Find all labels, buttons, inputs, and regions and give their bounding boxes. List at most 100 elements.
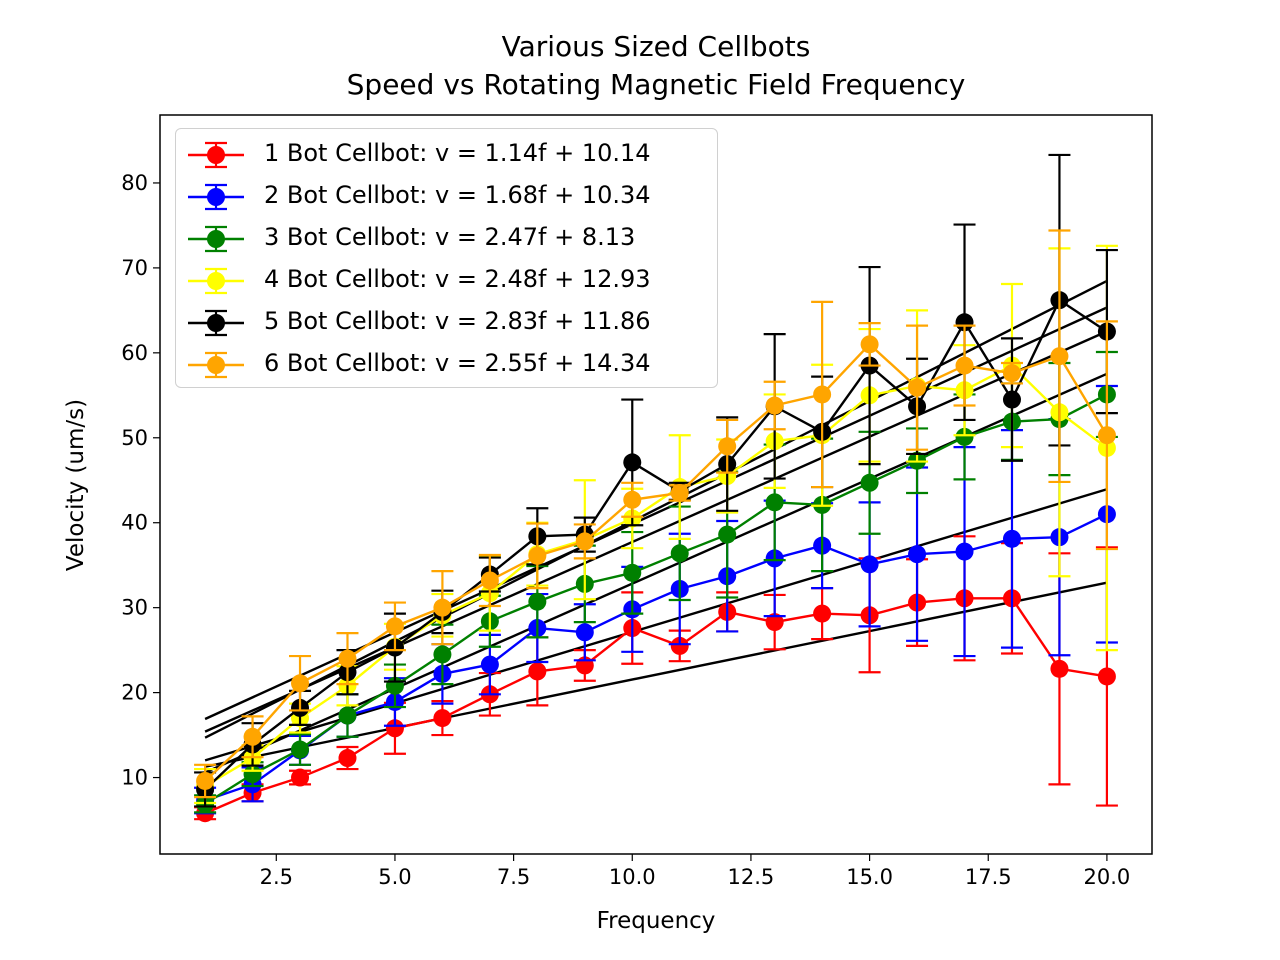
data-point bbox=[860, 335, 879, 354]
data-point bbox=[480, 655, 499, 674]
legend-entry-5-bot: 5 Bot Cellbot: v = 2.83f + 11.86 bbox=[176, 301, 717, 341]
data-point bbox=[955, 427, 974, 446]
legend-dot bbox=[207, 314, 225, 332]
data-point bbox=[670, 483, 689, 502]
legend-marker-3-bot bbox=[188, 225, 244, 253]
data-point bbox=[575, 532, 594, 551]
y-tick-label: 70 bbox=[121, 256, 148, 280]
plot-area-frame bbox=[159, 114, 1153, 855]
data-series bbox=[194, 535, 1118, 823]
legend-label-2-bot: 2 Bot Cellbot: v = 1.68f + 10.34 bbox=[264, 181, 651, 209]
x-tick-label: 20.0 bbox=[1084, 865, 1131, 889]
data-point bbox=[291, 674, 310, 693]
x-tick-label: 17.5 bbox=[965, 865, 1012, 889]
data-point bbox=[908, 378, 927, 397]
data-series bbox=[194, 350, 1118, 814]
legend-entry-1-bot: 1 Bot Cellbot: v = 1.14f + 10.14 bbox=[176, 133, 717, 173]
series-line bbox=[204, 364, 1108, 788]
data-point bbox=[718, 437, 737, 456]
data-point bbox=[291, 740, 310, 759]
data-point bbox=[1002, 390, 1021, 409]
y-tick-label: 40 bbox=[121, 511, 148, 535]
data-point bbox=[1097, 667, 1116, 686]
legend-marker-6-bot bbox=[188, 351, 244, 379]
legend-dot bbox=[207, 146, 225, 164]
data-point bbox=[243, 765, 262, 784]
legend-label-5-bot: 5 Bot Cellbot: v = 2.83f + 11.86 bbox=[264, 307, 651, 335]
data-point bbox=[528, 592, 547, 611]
legend-marker-5-bot bbox=[188, 309, 244, 337]
data-point bbox=[623, 490, 642, 509]
x-axis-label: Frequency bbox=[596, 908, 716, 934]
data-point bbox=[1050, 659, 1069, 678]
legend-dot bbox=[207, 356, 225, 374]
x-tick-label: 7.5 bbox=[497, 865, 530, 889]
plot-series bbox=[194, 153, 1118, 823]
y-tick-label: 50 bbox=[121, 426, 148, 450]
legend-entry-4-bot: 4 Bot Cellbot: v = 2.48f + 12.93 bbox=[176, 259, 717, 299]
legend-marker-2-bot bbox=[188, 183, 244, 211]
legend-marker-4-bot bbox=[188, 267, 244, 295]
legend-entry-2-bot: 2 Bot Cellbot: v = 1.68f + 10.34 bbox=[176, 175, 717, 215]
data-point bbox=[338, 749, 357, 768]
data-point bbox=[955, 356, 974, 375]
legend-entry-3-bot: 3 Bot Cellbot: v = 2.47f + 8.13 bbox=[176, 217, 717, 257]
legend-dot bbox=[207, 230, 225, 248]
data-point bbox=[196, 771, 215, 790]
fit-line bbox=[204, 330, 1108, 733]
y-tick-label: 10 bbox=[121, 766, 148, 790]
legend-dot bbox=[207, 272, 225, 290]
data-point bbox=[385, 617, 404, 636]
data-point bbox=[480, 571, 499, 590]
chart-title: Various Sized Cellbots bbox=[501, 30, 811, 63]
data-point bbox=[813, 604, 832, 623]
y-axis-label: Velocity (um/s) bbox=[63, 398, 89, 572]
chart-legend: 1 Bot Cellbot: v = 1.14f + 10.14 2 Bot C… bbox=[175, 128, 718, 388]
data-point bbox=[385, 719, 404, 738]
data-point bbox=[433, 709, 452, 728]
x-tick-label: 2.5 bbox=[260, 865, 293, 889]
y-tick-label: 60 bbox=[121, 341, 148, 365]
data-point bbox=[670, 544, 689, 563]
data-point bbox=[291, 768, 310, 787]
data-point bbox=[243, 727, 262, 746]
data-point bbox=[765, 396, 784, 415]
x-tick-label: 12.5 bbox=[728, 865, 775, 889]
data-point bbox=[575, 623, 594, 642]
y-tick-label: 80 bbox=[121, 171, 148, 195]
y-tick-label: 20 bbox=[121, 681, 148, 705]
data-point bbox=[623, 453, 642, 472]
data-point bbox=[908, 545, 927, 564]
data-point bbox=[1097, 426, 1116, 445]
data-point bbox=[623, 563, 642, 582]
data-point bbox=[528, 546, 547, 565]
data-point bbox=[670, 636, 689, 655]
data-point bbox=[338, 649, 357, 668]
data-series bbox=[194, 229, 1118, 799]
chart-subtitle: Speed vs Rotating Magnetic Field Frequen… bbox=[346, 68, 966, 101]
data-point bbox=[528, 662, 547, 681]
data-point bbox=[765, 493, 784, 512]
y-tick-label: 30 bbox=[121, 596, 148, 620]
legend-label-6-bot: 6 Bot Cellbot: v = 2.55f + 14.34 bbox=[264, 349, 651, 377]
data-point bbox=[860, 555, 879, 574]
legend-label-4-bot: 4 Bot Cellbot: v = 2.48f + 12.93 bbox=[264, 265, 651, 293]
y-axis-ticks: 10 20 30 40 50 60 70 80 bbox=[121, 171, 160, 790]
x-tick-label: 15.0 bbox=[846, 865, 893, 889]
data-point bbox=[860, 473, 879, 492]
data-series bbox=[194, 384, 1118, 815]
data-point bbox=[433, 598, 452, 617]
data-point bbox=[813, 385, 832, 404]
legend-label-3-bot: 3 Bot Cellbot: v = 2.47f + 8.13 bbox=[264, 223, 636, 251]
legend-dot bbox=[207, 188, 225, 206]
data-point bbox=[718, 525, 737, 544]
data-point bbox=[433, 645, 452, 664]
x-tick-label: 10.0 bbox=[609, 865, 656, 889]
data-point bbox=[955, 313, 974, 332]
x-tick-label: 5.0 bbox=[378, 865, 411, 889]
data-point bbox=[338, 706, 357, 725]
x-axis-ticks: 2.5 5.0 7.5 10.0 12.5 15.0 17.5 20.0 bbox=[260, 854, 1131, 889]
data-point bbox=[765, 613, 784, 632]
data-point bbox=[1002, 529, 1021, 548]
